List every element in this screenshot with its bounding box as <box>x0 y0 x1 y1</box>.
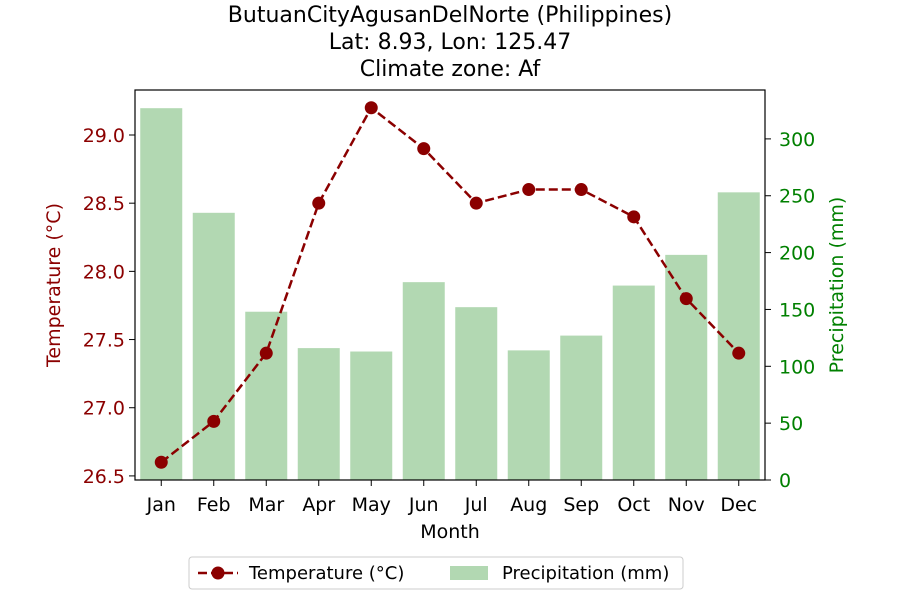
temperature-point <box>312 196 326 210</box>
temperature-line <box>160 105 740 464</box>
temperature-point <box>732 346 746 360</box>
precipitation-bar <box>192 212 235 480</box>
left-axis-label: Temperature (°C) <box>43 203 65 368</box>
x-tick-label: Jan <box>146 494 176 516</box>
title-line-1: ButuanCityAgusanDelNorte (Philippines) <box>228 3 672 28</box>
x-tick-label: Jul <box>464 494 488 516</box>
plot-frame <box>134 89 766 481</box>
x-tick-label: May <box>352 494 391 516</box>
precipitation-bar <box>717 192 760 480</box>
temperature-point <box>574 183 588 197</box>
precipitation-bars <box>140 108 760 481</box>
left-axis: 26.5 27.0 27.5 28.0 28.5 29.0 <box>83 125 135 488</box>
legend: Temperature (°C) Precipitation (mm) <box>188 556 684 590</box>
x-tick-label: Jun <box>408 494 439 516</box>
right-tick-label: 0 <box>779 470 791 492</box>
legend-temperature-marker <box>211 566 225 580</box>
temperature-line-group <box>154 101 746 469</box>
temperature-point <box>259 346 273 360</box>
title-line-2: Lat: 8.93, Lon: 125.47 <box>329 30 571 55</box>
temperature-point <box>364 101 378 115</box>
x-tick-label: Mar <box>248 494 284 516</box>
precipitation-bar <box>507 350 550 480</box>
left-tick-label: 27.5 <box>83 330 125 352</box>
temperature-point <box>207 414 221 428</box>
right-tick-label: 200 <box>779 243 815 265</box>
precipitation-bar <box>455 307 498 480</box>
legend-box <box>188 556 684 590</box>
precipitation-bar <box>350 351 393 480</box>
plot-border <box>134 89 766 481</box>
right-tick-label: 300 <box>779 129 815 151</box>
precipitation-bar <box>402 282 445 480</box>
legend-precipitation-swatch <box>450 566 488 580</box>
x-tick-label: Nov <box>668 494 705 516</box>
left-tick-label: 28.5 <box>83 193 125 215</box>
precipitation-bar <box>140 108 183 481</box>
precipitation-bar <box>665 254 708 480</box>
right-axis-label: Precipitation (mm) <box>826 197 848 374</box>
left-tick-label: 26.5 <box>83 466 125 488</box>
x-tick-label: Apr <box>302 494 335 516</box>
x-tick-label: Dec <box>720 494 757 516</box>
temperature-point <box>469 196 483 210</box>
precipitation-bar <box>245 311 288 480</box>
right-axis: 0 50 100 150 200 250 300 <box>765 129 815 492</box>
temperature-point <box>627 210 641 224</box>
legend-temperature-label: Temperature (°C) <box>248 563 404 584</box>
precipitation-bar <box>612 285 655 480</box>
precipitation-bar <box>560 335 603 480</box>
right-tick-label: 250 <box>779 186 815 208</box>
x-tick-label: Oct <box>617 494 650 516</box>
x-tick-label: Sep <box>563 494 599 516</box>
temperature-point <box>154 455 168 469</box>
right-tick-label: 50 <box>779 413 803 435</box>
temperature-point <box>522 183 536 197</box>
x-tick-label: Aug <box>510 494 547 516</box>
left-tick-label: 27.0 <box>83 398 125 420</box>
right-tick-label: 100 <box>779 356 815 378</box>
temperature-point <box>679 292 693 306</box>
precipitation-bar <box>297 348 340 480</box>
x-tick-label: Feb <box>197 494 231 516</box>
temperature-point <box>417 142 431 156</box>
left-tick-label: 28.0 <box>83 261 125 283</box>
title-line-3: Climate zone: Af <box>360 57 542 82</box>
x-axis-label: Month <box>420 521 480 543</box>
right-tick-label: 150 <box>779 299 815 321</box>
left-tick-label: 29.0 <box>83 125 125 147</box>
chart-title: ButuanCityAgusanDelNorte (Philippines) L… <box>228 3 672 82</box>
legend-precipitation-label: Precipitation (mm) <box>502 563 669 584</box>
x-axis: Jan Feb Mar Apr May Jun Jul Aug Sep Oct Nov Dec <box>146 480 757 516</box>
